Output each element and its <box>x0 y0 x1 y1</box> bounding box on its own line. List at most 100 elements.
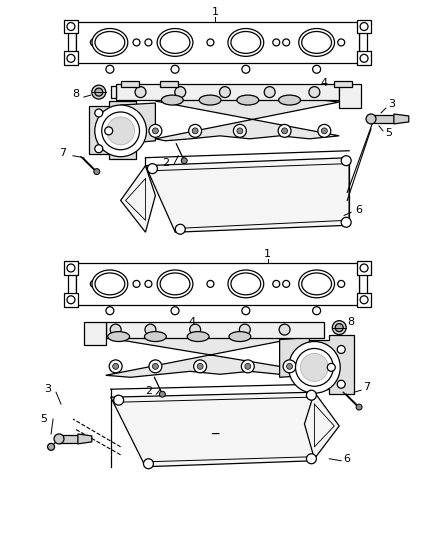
Circle shape <box>283 39 290 46</box>
Circle shape <box>207 280 214 287</box>
Circle shape <box>242 65 250 73</box>
Ellipse shape <box>92 270 128 298</box>
Circle shape <box>175 224 185 234</box>
Circle shape <box>133 39 140 46</box>
Circle shape <box>337 345 345 353</box>
Circle shape <box>113 364 119 369</box>
Circle shape <box>94 168 100 175</box>
Text: 2: 2 <box>145 386 152 396</box>
Polygon shape <box>145 158 349 232</box>
Text: 4: 4 <box>189 317 196 327</box>
Circle shape <box>300 353 328 381</box>
Circle shape <box>273 280 280 287</box>
Circle shape <box>67 54 75 62</box>
Circle shape <box>135 87 146 98</box>
Polygon shape <box>304 392 339 459</box>
Polygon shape <box>89 101 135 159</box>
Circle shape <box>194 360 207 373</box>
Polygon shape <box>64 51 78 65</box>
Circle shape <box>341 156 351 166</box>
Circle shape <box>341 217 351 227</box>
Circle shape <box>90 39 97 46</box>
Polygon shape <box>116 84 339 100</box>
Ellipse shape <box>92 29 128 56</box>
Ellipse shape <box>299 29 335 56</box>
Circle shape <box>190 324 201 335</box>
Circle shape <box>332 321 346 335</box>
Circle shape <box>233 124 246 138</box>
Circle shape <box>159 391 165 397</box>
Polygon shape <box>357 293 371 307</box>
Polygon shape <box>371 115 394 123</box>
Ellipse shape <box>228 270 264 298</box>
Polygon shape <box>111 86 116 98</box>
Polygon shape <box>64 293 78 307</box>
Ellipse shape <box>157 270 193 298</box>
Circle shape <box>106 307 114 314</box>
Circle shape <box>102 112 140 150</box>
Circle shape <box>54 434 64 444</box>
Ellipse shape <box>157 29 193 56</box>
Circle shape <box>207 39 214 46</box>
Circle shape <box>171 307 179 314</box>
Circle shape <box>219 87 230 98</box>
Polygon shape <box>357 51 371 65</box>
Circle shape <box>171 65 179 73</box>
Polygon shape <box>357 261 371 275</box>
Circle shape <box>95 88 103 96</box>
Polygon shape <box>120 166 155 232</box>
Circle shape <box>149 124 162 138</box>
Ellipse shape <box>161 95 183 105</box>
Circle shape <box>192 128 198 134</box>
Circle shape <box>327 364 335 372</box>
Polygon shape <box>76 21 359 63</box>
Circle shape <box>106 65 114 73</box>
Circle shape <box>175 87 186 98</box>
Text: 7: 7 <box>364 382 371 392</box>
Circle shape <box>279 324 290 335</box>
Circle shape <box>273 39 280 46</box>
Circle shape <box>282 128 288 134</box>
Polygon shape <box>78 434 92 444</box>
Circle shape <box>114 395 124 405</box>
Circle shape <box>360 22 368 30</box>
Circle shape <box>289 342 340 393</box>
Polygon shape <box>357 20 371 34</box>
Text: 1: 1 <box>212 6 219 17</box>
Circle shape <box>264 87 275 98</box>
Polygon shape <box>106 321 324 337</box>
Polygon shape <box>64 20 78 34</box>
Polygon shape <box>394 114 409 124</box>
Circle shape <box>48 443 55 450</box>
Ellipse shape <box>187 332 209 342</box>
Circle shape <box>278 124 291 138</box>
Ellipse shape <box>299 270 335 298</box>
Polygon shape <box>155 98 339 141</box>
Ellipse shape <box>237 95 259 105</box>
Circle shape <box>110 324 121 335</box>
Polygon shape <box>160 81 178 87</box>
Circle shape <box>318 124 331 138</box>
Circle shape <box>335 324 343 332</box>
Polygon shape <box>59 435 78 443</box>
Circle shape <box>145 39 152 46</box>
Text: 3: 3 <box>389 99 396 109</box>
Text: 2: 2 <box>162 158 169 168</box>
Circle shape <box>90 280 97 287</box>
Circle shape <box>95 105 146 157</box>
Circle shape <box>360 296 368 304</box>
Circle shape <box>313 65 321 73</box>
Circle shape <box>148 164 157 174</box>
Polygon shape <box>84 321 106 345</box>
Circle shape <box>189 124 201 138</box>
Ellipse shape <box>108 332 130 342</box>
Text: 1: 1 <box>264 249 271 259</box>
Text: 3: 3 <box>45 384 52 394</box>
Text: 6: 6 <box>356 205 363 215</box>
Circle shape <box>307 454 316 464</box>
Circle shape <box>152 128 159 134</box>
Ellipse shape <box>229 332 251 342</box>
Circle shape <box>95 145 103 153</box>
Circle shape <box>149 360 162 373</box>
Circle shape <box>309 87 320 98</box>
